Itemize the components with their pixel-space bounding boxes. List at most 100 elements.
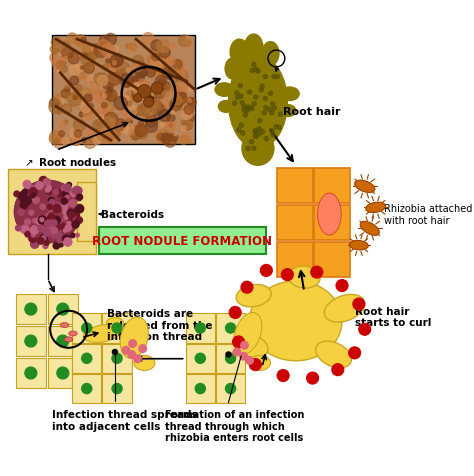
Circle shape (112, 323, 122, 333)
Circle shape (160, 48, 170, 59)
Circle shape (52, 217, 61, 225)
Circle shape (259, 89, 264, 93)
Circle shape (30, 240, 39, 249)
Circle shape (264, 106, 268, 110)
Circle shape (20, 202, 28, 209)
Circle shape (157, 40, 170, 54)
Circle shape (158, 46, 163, 50)
Ellipse shape (245, 35, 263, 62)
Circle shape (157, 134, 164, 141)
Circle shape (67, 210, 75, 218)
Circle shape (267, 108, 272, 112)
Circle shape (46, 187, 54, 195)
Circle shape (18, 210, 24, 216)
Circle shape (154, 88, 165, 99)
Circle shape (173, 91, 178, 96)
Circle shape (61, 198, 67, 205)
Circle shape (151, 54, 161, 65)
Circle shape (145, 121, 157, 133)
Circle shape (57, 367, 69, 379)
Circle shape (237, 129, 241, 133)
Circle shape (183, 108, 195, 119)
Circle shape (179, 36, 190, 48)
Circle shape (30, 187, 37, 194)
Circle shape (106, 60, 110, 64)
Circle shape (84, 46, 90, 52)
Ellipse shape (219, 101, 234, 113)
Circle shape (84, 107, 93, 115)
Circle shape (42, 226, 50, 234)
Bar (72, 314, 101, 343)
Circle shape (120, 69, 126, 75)
Circle shape (174, 133, 177, 137)
Circle shape (64, 54, 70, 60)
Ellipse shape (316, 341, 351, 368)
Circle shape (125, 119, 132, 126)
Circle shape (156, 84, 166, 95)
Circle shape (185, 123, 194, 132)
Circle shape (51, 228, 57, 234)
Circle shape (62, 44, 69, 50)
Circle shape (23, 181, 31, 189)
Circle shape (53, 229, 61, 237)
Circle shape (242, 109, 246, 113)
Circle shape (277, 370, 289, 382)
Circle shape (154, 61, 164, 71)
Circle shape (14, 192, 19, 198)
Circle shape (68, 97, 72, 100)
Circle shape (103, 82, 110, 89)
FancyBboxPatch shape (99, 227, 266, 254)
Circle shape (126, 45, 131, 50)
Circle shape (122, 97, 129, 104)
Circle shape (129, 340, 137, 347)
Circle shape (29, 188, 37, 197)
Circle shape (241, 131, 245, 136)
Circle shape (172, 101, 176, 106)
Circle shape (128, 351, 136, 358)
Circle shape (156, 58, 159, 61)
Circle shape (40, 205, 46, 210)
Circle shape (137, 106, 146, 116)
Ellipse shape (249, 281, 342, 361)
Circle shape (148, 109, 154, 115)
Bar (216, 374, 246, 404)
Circle shape (97, 40, 110, 54)
Circle shape (120, 74, 134, 88)
Circle shape (151, 83, 163, 95)
Circle shape (76, 94, 82, 100)
Circle shape (130, 69, 138, 78)
Circle shape (74, 36, 86, 47)
Circle shape (245, 107, 249, 111)
Circle shape (131, 83, 141, 93)
Circle shape (65, 44, 71, 49)
Circle shape (151, 41, 162, 52)
Circle shape (105, 90, 117, 102)
Circle shape (33, 219, 37, 223)
Circle shape (104, 130, 117, 143)
Circle shape (257, 128, 261, 131)
Circle shape (307, 372, 319, 384)
Circle shape (108, 88, 113, 93)
Circle shape (62, 185, 70, 193)
Circle shape (47, 215, 55, 222)
Circle shape (65, 225, 72, 231)
Circle shape (176, 71, 186, 81)
Circle shape (25, 367, 36, 379)
Circle shape (187, 124, 191, 127)
Circle shape (23, 197, 31, 205)
Circle shape (96, 47, 103, 54)
Circle shape (161, 82, 171, 92)
Bar (16, 326, 46, 357)
Circle shape (21, 226, 29, 234)
Circle shape (75, 234, 79, 238)
Circle shape (58, 42, 71, 55)
Circle shape (132, 65, 139, 72)
Text: Bacteroids are
released from the
infection thread: Bacteroids are released from the infecti… (107, 308, 212, 342)
Circle shape (68, 241, 71, 245)
Circle shape (160, 122, 165, 128)
Circle shape (98, 128, 106, 137)
Circle shape (246, 357, 253, 365)
Ellipse shape (215, 84, 234, 97)
Circle shape (62, 218, 66, 223)
Ellipse shape (120, 317, 148, 358)
